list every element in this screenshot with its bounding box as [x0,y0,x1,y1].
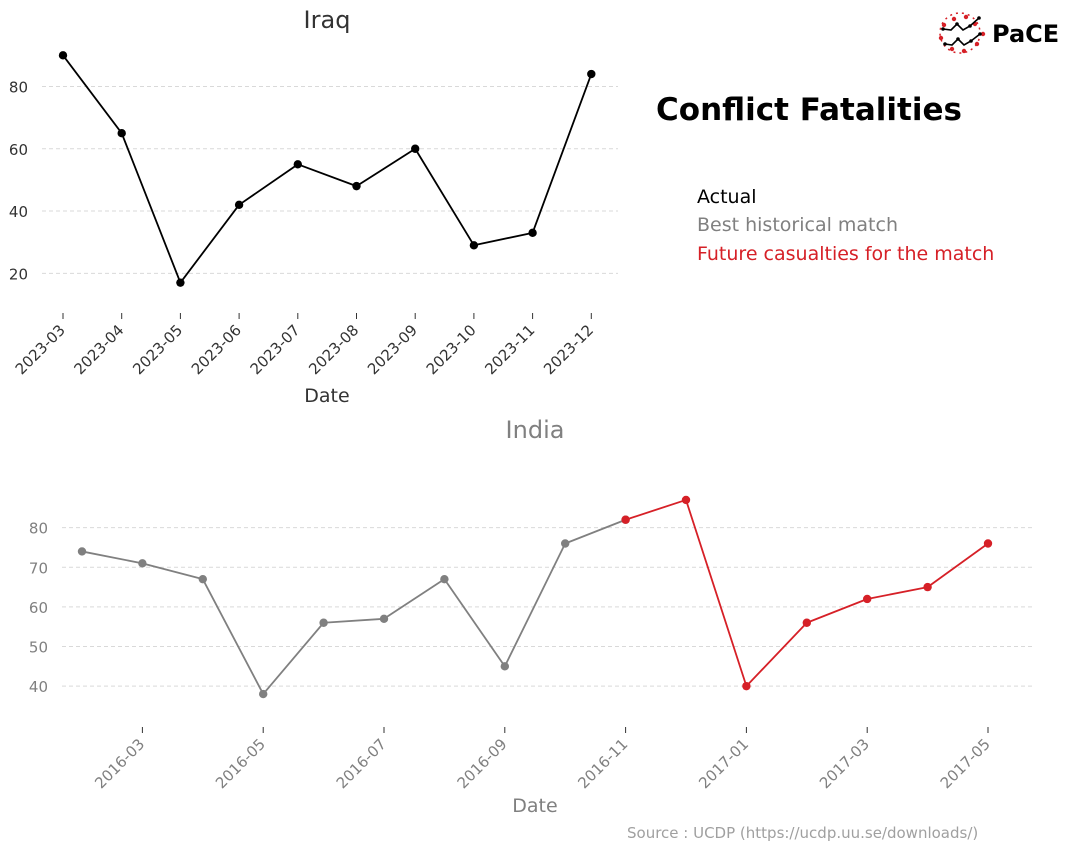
iraq-actual-point [293,160,302,169]
india-future-casualties-for-the-match-point [681,495,691,505]
india-x-tick-label: 2016-09 [454,735,511,792]
iraq-y-tick-label: 80 [9,78,28,96]
iraq-actual-point [411,144,420,153]
iraq-x-tick-label: 2023-04 [70,321,127,378]
india-best-historical-match-line [81,518,626,695]
iraq-y-tick-label: 60 [9,141,28,159]
india-best-historical-match-point [319,618,328,627]
iraq-chart-title: Iraq [304,6,351,34]
india-future-casualties-for-the-match-point [742,681,751,691]
logo-text: PaCE [992,20,1059,48]
india-best-historical-match-point [77,547,87,556]
iraq-actual-line [62,54,593,284]
iraq-x-tick-label: 2023-09 [364,321,421,378]
iraq-x-tick-label: 2023-10 [423,321,480,378]
india-y-tick-label: 50 [29,639,48,657]
india-best-historical-match-point [500,662,509,671]
india-best-historical-match-point [138,559,147,568]
iraq-x-tick-label: 2023-12 [540,321,597,378]
india-x-tick-label: 2017-03 [816,735,873,792]
india-y-tick-label: 80 [29,520,48,538]
india-x-tick-label: 2016-07 [333,735,390,792]
india-x-tick-label: 2016-05 [212,735,269,792]
iraq-actual-point [117,128,126,138]
india-x-tick-label: 2016-11 [574,735,631,792]
india-x-tick-label: 2016-03 [91,735,148,792]
legend-item-actual: Actual [697,186,757,208]
india-future-casualties-for-the-match-point [802,618,811,627]
legend-item-future-casualties: Future casualties for the match [697,243,994,265]
india-chart: India 40 50 60 70 80 2016-03 2016-05 2016-07 20… [29,416,1032,817]
india-future-casualties-for-the-match-point [983,539,993,548]
india-x-axis-label: Date [512,795,557,817]
iraq-actual-point [587,69,596,79]
india-best-historical-match-point [561,539,570,548]
iraq-x-tick-label: 2023-07 [247,321,304,378]
legend: Actual Best historical match Future casu… [697,186,994,265]
india-best-historical-match-point [440,574,449,584]
source-note: Source : UCDP (https://ucdp.uu.se/downlo… [627,824,978,842]
iraq-y-tick-label: 40 [9,203,28,221]
india-future-casualties-for-the-match-point [923,582,932,592]
network-icon [938,12,986,54]
india-best-historical-match-point [259,689,268,699]
iraq-x-tick-label: 2023-03 [12,321,69,378]
iraq-x-tick-label: 2023-06 [188,321,245,378]
iraq-x-tick-label: 2023-11 [481,321,538,378]
india-y-tick-label: 60 [29,599,48,617]
legend-item-best-historical-match: Best historical match [697,214,898,236]
india-y-tick-label: 40 [29,678,48,696]
iraq-actual-point [528,228,537,238]
iraq-actual-point [58,51,68,60]
iraq-actual-point [176,278,185,287]
india-future-casualties-for-the-match-point [621,515,630,524]
iraq-x-tick-label: 2023-08 [305,321,362,378]
main-title: Conflict Fatalities [656,92,962,128]
india-y-tick-label: 70 [29,559,48,577]
iraq-actual-point [234,200,244,210]
india-x-tick-label: 2017-05 [937,735,994,792]
india-future-casualties-for-the-match-point [863,594,872,604]
iraq-y-tick-label: 20 [9,265,28,283]
india-best-historical-match-point [198,574,207,584]
india-x-tick-label: 2017-01 [695,735,752,792]
iraq-actual-point [352,181,361,191]
india-chart-title: India [506,416,565,444]
iraq-actual-point [469,241,479,250]
iraq-x-axis-label: Date [304,385,349,407]
iraq-x-tick-label: 2023-05 [129,321,186,378]
india-best-historical-match-point [379,614,389,623]
pace-logo: PaCE [938,12,1059,54]
